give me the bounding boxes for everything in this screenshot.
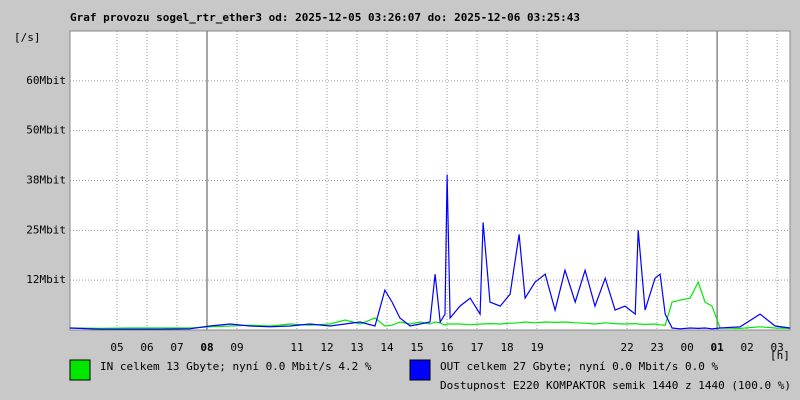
x-tick-label: 02 [741,341,754,354]
legend-entry: OUT celkem 27 Gbyte; nyní 0.0 Mbit/s 0.0… [440,360,719,373]
y-tick-label: 12Mbit [26,273,66,286]
x-tick-label: 23 [650,341,663,354]
x-axis-label: [h] [770,349,790,362]
x-tick-label: 00 [681,341,694,354]
chart-title: Graf provozu sogel_rtr_ether3 od: 2025-1… [70,11,580,24]
x-tick-label: 03 [771,341,784,354]
y-tick-label: 60Mbit [26,74,66,87]
x-tick-label: 05 [110,341,123,354]
x-tick-label: 18 [500,341,513,354]
data-line [69,280,791,330]
x-tick-label: 01 [711,341,725,354]
x-tick-label: 07 [170,341,183,354]
x-tick-label: 11 [290,341,303,354]
x-tick-label: 16 [440,341,453,354]
y-axis-label: [/s] [14,31,41,44]
legend-swatch [69,359,91,381]
x-tick-label: 06 [140,341,153,354]
x-tick-label: 15 [410,341,423,354]
y-tick-label: 25Mbit [26,223,66,236]
x-tick-label: 13 [350,341,363,354]
x-tick-label: 17 [470,341,483,354]
x-tick-label: 22 [620,341,633,354]
y-tick-label: 38Mbit [26,174,66,187]
x-tick-label: 09 [230,341,243,354]
annotation: Dostupnost E220 KOMPAKTOR semik 1440 z 1… [440,379,791,392]
data-line [69,174,791,330]
x-tick-label: 08 [200,341,213,354]
legend-swatch [409,359,431,381]
y-tick-label: 50Mbit [26,124,66,137]
x-tick-label: 12 [320,341,333,354]
legend-entry: IN celkem 13 Gbyte; nyní 0.0 Mbit/s 4.2 … [100,360,372,373]
x-tick-label: 14 [380,341,394,354]
x-tick-label: 19 [530,341,543,354]
